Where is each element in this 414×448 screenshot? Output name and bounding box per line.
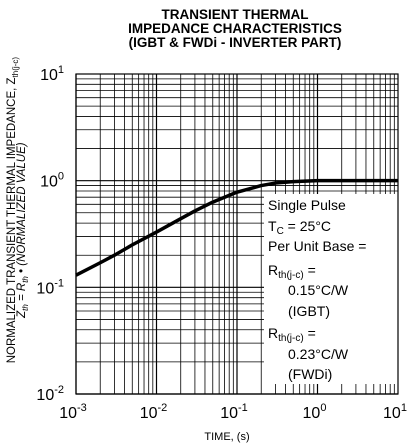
chart-title-line-1: TRANSIENT THERMAL — [161, 7, 309, 22]
annotation-background — [264, 194, 398, 384]
y-tick-label: 10-2 — [36, 384, 64, 404]
x-tick-label: 10-1 — [220, 402, 248, 422]
annotation-tc-sub: C — [276, 226, 284, 237]
y-label-z-sub: th — [21, 304, 31, 311]
annotation-line-8: 0.23°C/W — [288, 346, 349, 362]
annotation-line-5: 0.15°C/W — [288, 282, 349, 298]
x-tick-label: 10-3 — [59, 402, 87, 422]
annotation-rth-fwdi-sub: th(j-c) — [278, 333, 304, 344]
annotation-rth-igbt-eq: = — [303, 262, 316, 278]
series-line — [75, 178, 398, 277]
x-tick-label: 10-2 — [140, 402, 168, 422]
x-axis-label: TIME, (s) — [204, 431, 249, 443]
x-tick-label: 100 — [303, 402, 327, 422]
y-axis-label-line-2: Zth = Rth • (NORMALIZED VALUE) — [16, 60, 30, 400]
annotation-line-1: Single Pulse — [268, 197, 346, 213]
chart-title-line-3: (IGBT & FWDi - INVERTER PART) — [128, 35, 342, 50]
annotation-line-2: TC = 25°C — [268, 219, 331, 239]
y-tick-label: 101 — [40, 64, 64, 84]
annotation-rth-igbt: R — [268, 262, 279, 278]
annotation-rth-fwdi-eq: = — [303, 325, 316, 341]
annotation-tc: T — [268, 218, 277, 234]
annotation-line-7: Rth(j-c) = — [268, 326, 316, 346]
annotation-tc-value: = 25°C — [283, 218, 332, 234]
annotation-rth-fwdi: R — [268, 325, 279, 341]
annotation-rth-igbt-sub: th(j-c) — [278, 270, 304, 281]
plot-frame — [75, 73, 399, 395]
chart-title-line-2: IMPEDANCE CHARACTERISTICS — [128, 21, 342, 36]
y-tick-label: 10-1 — [36, 277, 64, 297]
y-label-r-sub: th — [21, 276, 31, 283]
annotation-line-4: Rth(j-c) = — [268, 263, 316, 283]
annotation-line-6: (IGBT) — [288, 303, 330, 319]
y-label-z: Z — [15, 310, 28, 318]
annotation-line-3: Per Unit Base = — [268, 238, 367, 254]
y-label-normalized: • (NORMALIZED VALUE) — [15, 142, 28, 277]
annotation-line-9: (FWDi) — [288, 366, 333, 382]
y-label-eq-r: = R — [15, 282, 28, 305]
x-tick-label: 101 — [383, 402, 407, 422]
y-tick-label: 100 — [40, 171, 64, 191]
